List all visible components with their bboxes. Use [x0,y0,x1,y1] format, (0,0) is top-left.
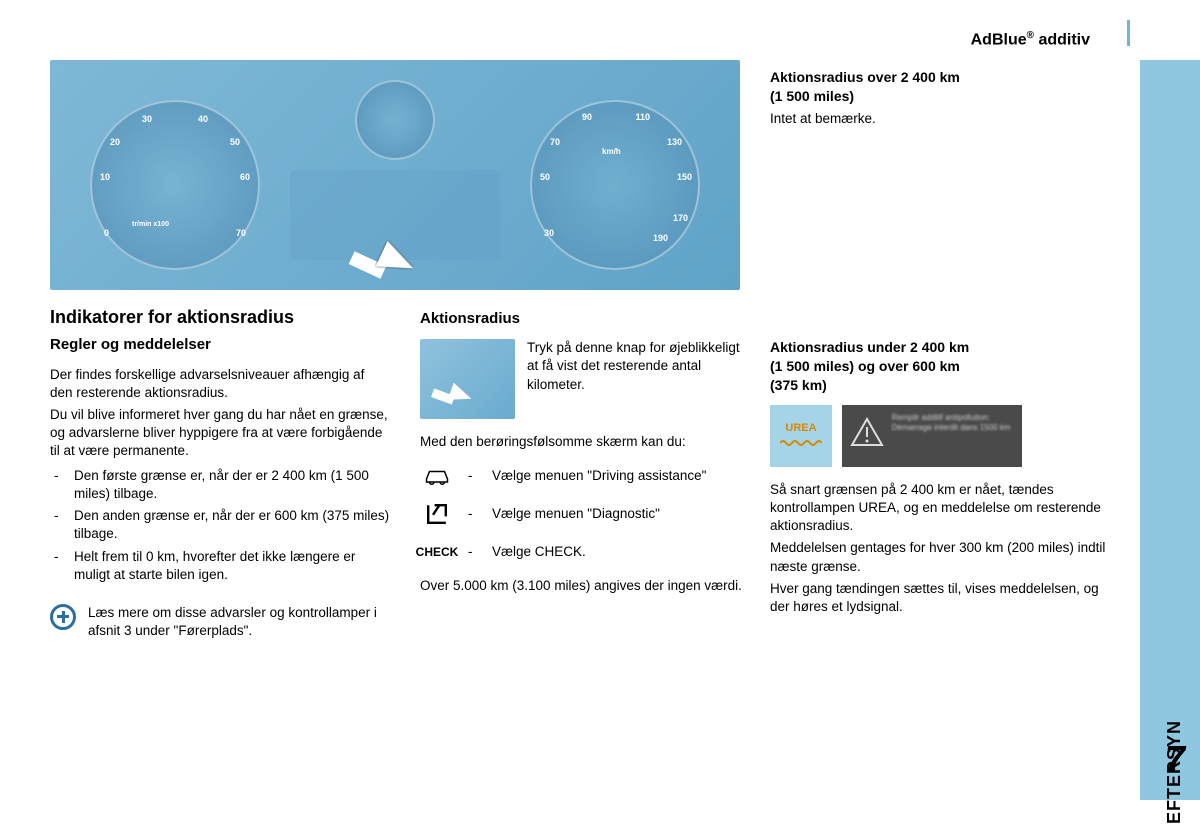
gauge-mark: 50 [540,172,550,182]
brand-name: AdBlue [971,31,1027,48]
gauge-mark: 30 [142,114,152,124]
gauge-mark: 190 [653,233,668,243]
body-text: Intet at bemærke. [770,110,1110,128]
gauge-mark: 60 [240,172,250,182]
gauge-mark: 70 [550,137,560,147]
threshold-list: - Den første grænse er, når der er 2 400… [50,467,390,584]
gauge-mark: 40 [198,114,208,124]
dash-icon: - [50,507,74,543]
list-item: - Den anden grænse er, når der er 600 km… [50,507,390,543]
subsection-heading: Aktionsradius [420,309,750,329]
body-text: Med den berøringsfølsomme skærm kan du: [420,433,750,451]
header-accent-bar [1127,20,1130,46]
plus-circle-icon [50,604,76,630]
brand-suffix: additiv [1038,31,1090,48]
block-heading: Aktionsradius under 2 400 km (1 500 mile… [770,338,1110,395]
chapter-number: 7 [1165,738,1185,780]
gauge-mark: 20 [110,137,120,147]
gauge-mark: 90 [582,112,592,122]
gauge-mark: 10 [100,172,110,182]
body-text: Meddelelsen gentages for hver 300 km (20… [770,539,1110,575]
check-label-icon: CHECK [420,539,454,565]
tachometer-gauge: 0 10 20 30 40 50 60 70 tr/min x100 [90,100,260,270]
column-range: Aktionsradius Tryk på denne knap for øje… [420,305,750,640]
registered-mark: ® [1027,30,1034,41]
list-item: - Helt frem til 0 km, hvorefter det ikke… [50,548,390,584]
gauge-mark: 150 [677,172,692,182]
fuel-gauge [355,80,435,160]
warning-display: Remplir additif antipollution: Démarrage… [842,405,1022,467]
speedometer-gauge: 30 50 70 90 110 130 150 170 190 km/h [530,100,700,270]
block-heading: Aktionsradius over 2 400 km (1 500 miles… [770,68,1110,106]
gauge-mark: 30 [544,228,554,238]
gauge-mark: 170 [673,213,688,223]
gauge-unit: tr/min x100 [132,221,169,228]
body-text: Der findes forskellige advarselsniveauer… [50,366,390,402]
menu-text: Vælge menuen "Driving assistance" [492,467,706,485]
chapter-tab: EFTERSYN 7 [1140,60,1200,800]
range-over-block: Aktionsradius over 2 400 km (1 500 miles… [770,68,1110,128]
dashboard-illustration: 0 10 20 30 40 50 60 70 tr/min x100 30 50… [50,60,740,290]
warning-triangle-icon [850,417,884,447]
dash-icon: - [468,467,478,485]
column-rules: Indikatorer for aktionsradius Regler og … [50,305,390,640]
dash-icon: - [50,467,74,503]
list-item: - Den første grænse er, når der er 2 400… [50,467,390,503]
heading-line: Aktionsradius under 2 400 km [770,339,969,355]
menu-step: - Vælge menuen "Diagnostic" [420,501,750,527]
urea-label: UREA [785,422,816,434]
body-text: Over 5.000 km (3.100 miles) angives der … [420,577,750,595]
heading-line: Aktionsradius over 2 400 km [770,69,960,85]
body-text: Du vil blive informeret hver gang du har… [50,406,390,461]
info-callout: Læs mere om disse advarsler og kontrolla… [50,604,390,640]
gauge-mark: 130 [667,137,682,147]
gauge-mark: 110 [635,112,650,122]
dash-icon: - [468,505,478,523]
heading-line: (1 500 miles) [770,88,854,104]
menu-text: Vælge CHECK. [492,543,586,561]
heading-line: (1 500 miles) og over 600 km [770,358,960,374]
menu-step: CHECK - Vælge CHECK. [420,539,750,565]
menu-text: Vælge menuen "Diagnostic" [492,505,660,523]
diagnostic-icon [420,501,454,527]
warning-badges: UREA Remplir additif antipollution: Déma… [770,405,1110,467]
range-under-block: Aktionsradius under 2 400 km (1 500 mile… [770,338,1110,616]
gauge-mark: 0 [104,228,109,238]
dash-icon: - [50,548,74,584]
gauge-mark: 50 [230,137,240,147]
check-text: CHECK [416,544,459,560]
gauge-mark: 70 [236,228,246,238]
wavy-line-icon [780,439,822,447]
urea-indicator-icon: UREA [770,405,832,467]
menu-step: - Vælge menuen "Driving assistance" [420,463,750,489]
info-text: Læs mere om disse advarsler og kontrolla… [88,604,390,640]
body-text: Så snart grænsen på 2 400 km er nået, tæ… [770,481,1110,536]
section-heading: Indikatorer for aktionsradius [50,305,390,329]
display-message: Remplir additif antipollution: Démarrage… [892,413,1011,432]
dash-icon: - [468,543,478,561]
column-thresholds: Aktionsradius over 2 400 km (1 500 miles… [770,68,1110,646]
car-icon [420,463,454,489]
list-text: Helt frem til 0 km, hvorefter det ikke l… [74,548,390,584]
header-title: AdBlue® additiv [971,30,1090,49]
button-closeup-illustration [420,339,515,419]
body-text: Hver gang tændingen sættes til, vises me… [770,580,1110,616]
subsection-heading: Regler og meddelelser [50,335,390,355]
heading-line: (375 km) [770,377,827,393]
list-text: Den første grænse er, når der er 2 400 k… [74,467,390,503]
gauge-unit: km/h [602,147,621,156]
list-text: Den anden grænse er, når der er 600 km (… [74,507,390,543]
